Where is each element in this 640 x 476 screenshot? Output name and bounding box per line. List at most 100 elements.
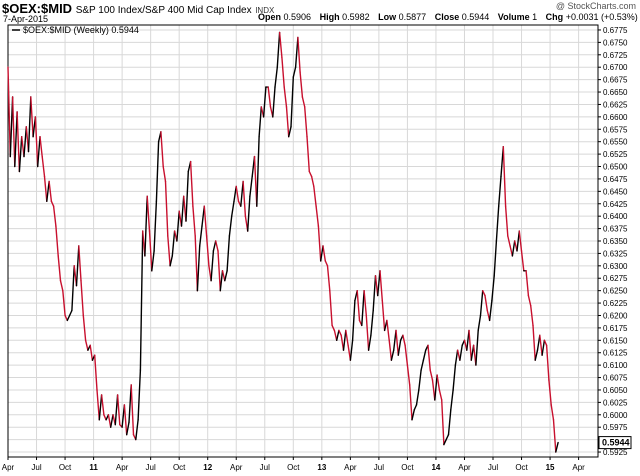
symbol-description: S&P 100 Index/S&P 400 Mid Cap Index [75, 5, 252, 16]
series-segment [377, 270, 381, 297]
series-segment [450, 389, 454, 411]
series-segment [388, 339, 393, 361]
stockcharts-credit: @ StockCharts.com [555, 1, 636, 11]
series-segment [98, 394, 103, 421]
series-segment [52, 205, 57, 227]
series-segment [249, 175, 253, 198]
series-segment [176, 210, 180, 242]
last-value-marker: 0.5944 [598, 436, 632, 450]
chg-value: +0.0031 (+0.53%) [565, 12, 638, 22]
series-segment [78, 245, 82, 282]
ohlc-readout: Open 0.5906 High 0.5982 Low 0.5877 Close… [258, 12, 640, 22]
series-segment [484, 294, 488, 312]
series-segment [313, 185, 317, 207]
series-segment [552, 419, 557, 453]
y-tick-label: 0.6125 [603, 349, 628, 358]
y-axis: 0.59250.59500.59750.60000.60250.60500.60… [598, 26, 628, 457]
series-segment [169, 255, 174, 267]
series-segment [116, 394, 121, 426]
series-segment [402, 334, 406, 346]
series-segment [482, 290, 486, 297]
series-segment [242, 180, 247, 217]
y-tick-label: 0.6100 [603, 361, 628, 370]
series-segment [516, 230, 520, 252]
y-tick-label: 0.6700 [603, 63, 628, 72]
series-segment [518, 230, 523, 252]
series-segment [555, 441, 559, 453]
series-segment [214, 240, 219, 252]
series-segment [543, 339, 548, 346]
series-segment [123, 404, 128, 436]
series-segment [37, 135, 41, 168]
series-segment [82, 314, 87, 341]
series-segment [315, 205, 320, 227]
series-segment [418, 369, 422, 391]
series-segment [137, 369, 142, 421]
series-segment [310, 175, 315, 188]
y-tick-label: 0.6625 [603, 100, 628, 109]
series-segment [144, 195, 148, 257]
series-segment [100, 394, 105, 416]
series-segment [148, 230, 153, 272]
series-segment [530, 304, 534, 327]
series-segment [84, 339, 89, 351]
series-segment [107, 414, 112, 428]
series-segment [75, 245, 80, 287]
x-tick-label: Apr [230, 463, 243, 472]
y-tick-label: 0.6775 [603, 26, 628, 35]
series-segment [331, 324, 336, 332]
series-segment [329, 290, 333, 327]
series-segment [397, 339, 402, 356]
series-segment [411, 409, 415, 421]
series-segment [395, 329, 399, 356]
series-segment [224, 270, 228, 282]
series-segment [539, 334, 543, 356]
series-segment [130, 384, 135, 436]
series-segment [338, 329, 342, 336]
series-segment [217, 250, 222, 292]
y-tick-label: 0.6250 [603, 287, 628, 296]
y-tick-label: 0.6550 [603, 138, 628, 147]
series-segment [114, 394, 119, 426]
series-segment [283, 86, 288, 108]
series-segment [62, 290, 66, 317]
series-segment [196, 245, 201, 292]
x-year-label: 15 [546, 463, 555, 472]
series-segment [434, 374, 438, 401]
series-segment [454, 349, 459, 366]
series-segment [452, 364, 457, 391]
series-segment [68, 309, 73, 317]
x-year-label: 11 [89, 463, 98, 472]
y-tick-label: 0.6225 [603, 299, 628, 308]
y-tick-label: 0.6175 [603, 324, 628, 333]
x-tick-label: Apr [116, 463, 129, 472]
series-segment [256, 135, 260, 207]
series-segment [210, 250, 215, 282]
series-segment [23, 126, 27, 158]
series-segment [125, 421, 130, 436]
series-segment [89, 344, 94, 361]
series-segment [153, 200, 158, 252]
series-segment [212, 240, 217, 252]
series-segment [488, 299, 493, 322]
series-segment [548, 379, 552, 406]
series-segment [48, 180, 53, 203]
series-segment [493, 240, 498, 277]
last-value-box [598, 436, 632, 450]
series-segment [427, 344, 431, 371]
low-value: 0.5877 [398, 12, 427, 22]
series-segment [363, 290, 367, 317]
y-tick-label: 0.6050 [603, 386, 628, 395]
series-segment [185, 170, 190, 222]
series-segment [301, 96, 306, 108]
last-value-label: 0.5944 [602, 438, 630, 448]
y-tick-label: 0.6325 [603, 249, 628, 258]
x-tick-label: Oct [515, 463, 528, 472]
series-segment [258, 106, 262, 138]
series-segment [367, 334, 372, 351]
legend-label: $OEX:$MID (Weekly) 0.5944 [23, 25, 139, 35]
series-segment [511, 240, 516, 257]
series-segment [491, 275, 495, 302]
series-segment [351, 299, 356, 341]
y-tick-label: 0.6150 [603, 336, 628, 345]
